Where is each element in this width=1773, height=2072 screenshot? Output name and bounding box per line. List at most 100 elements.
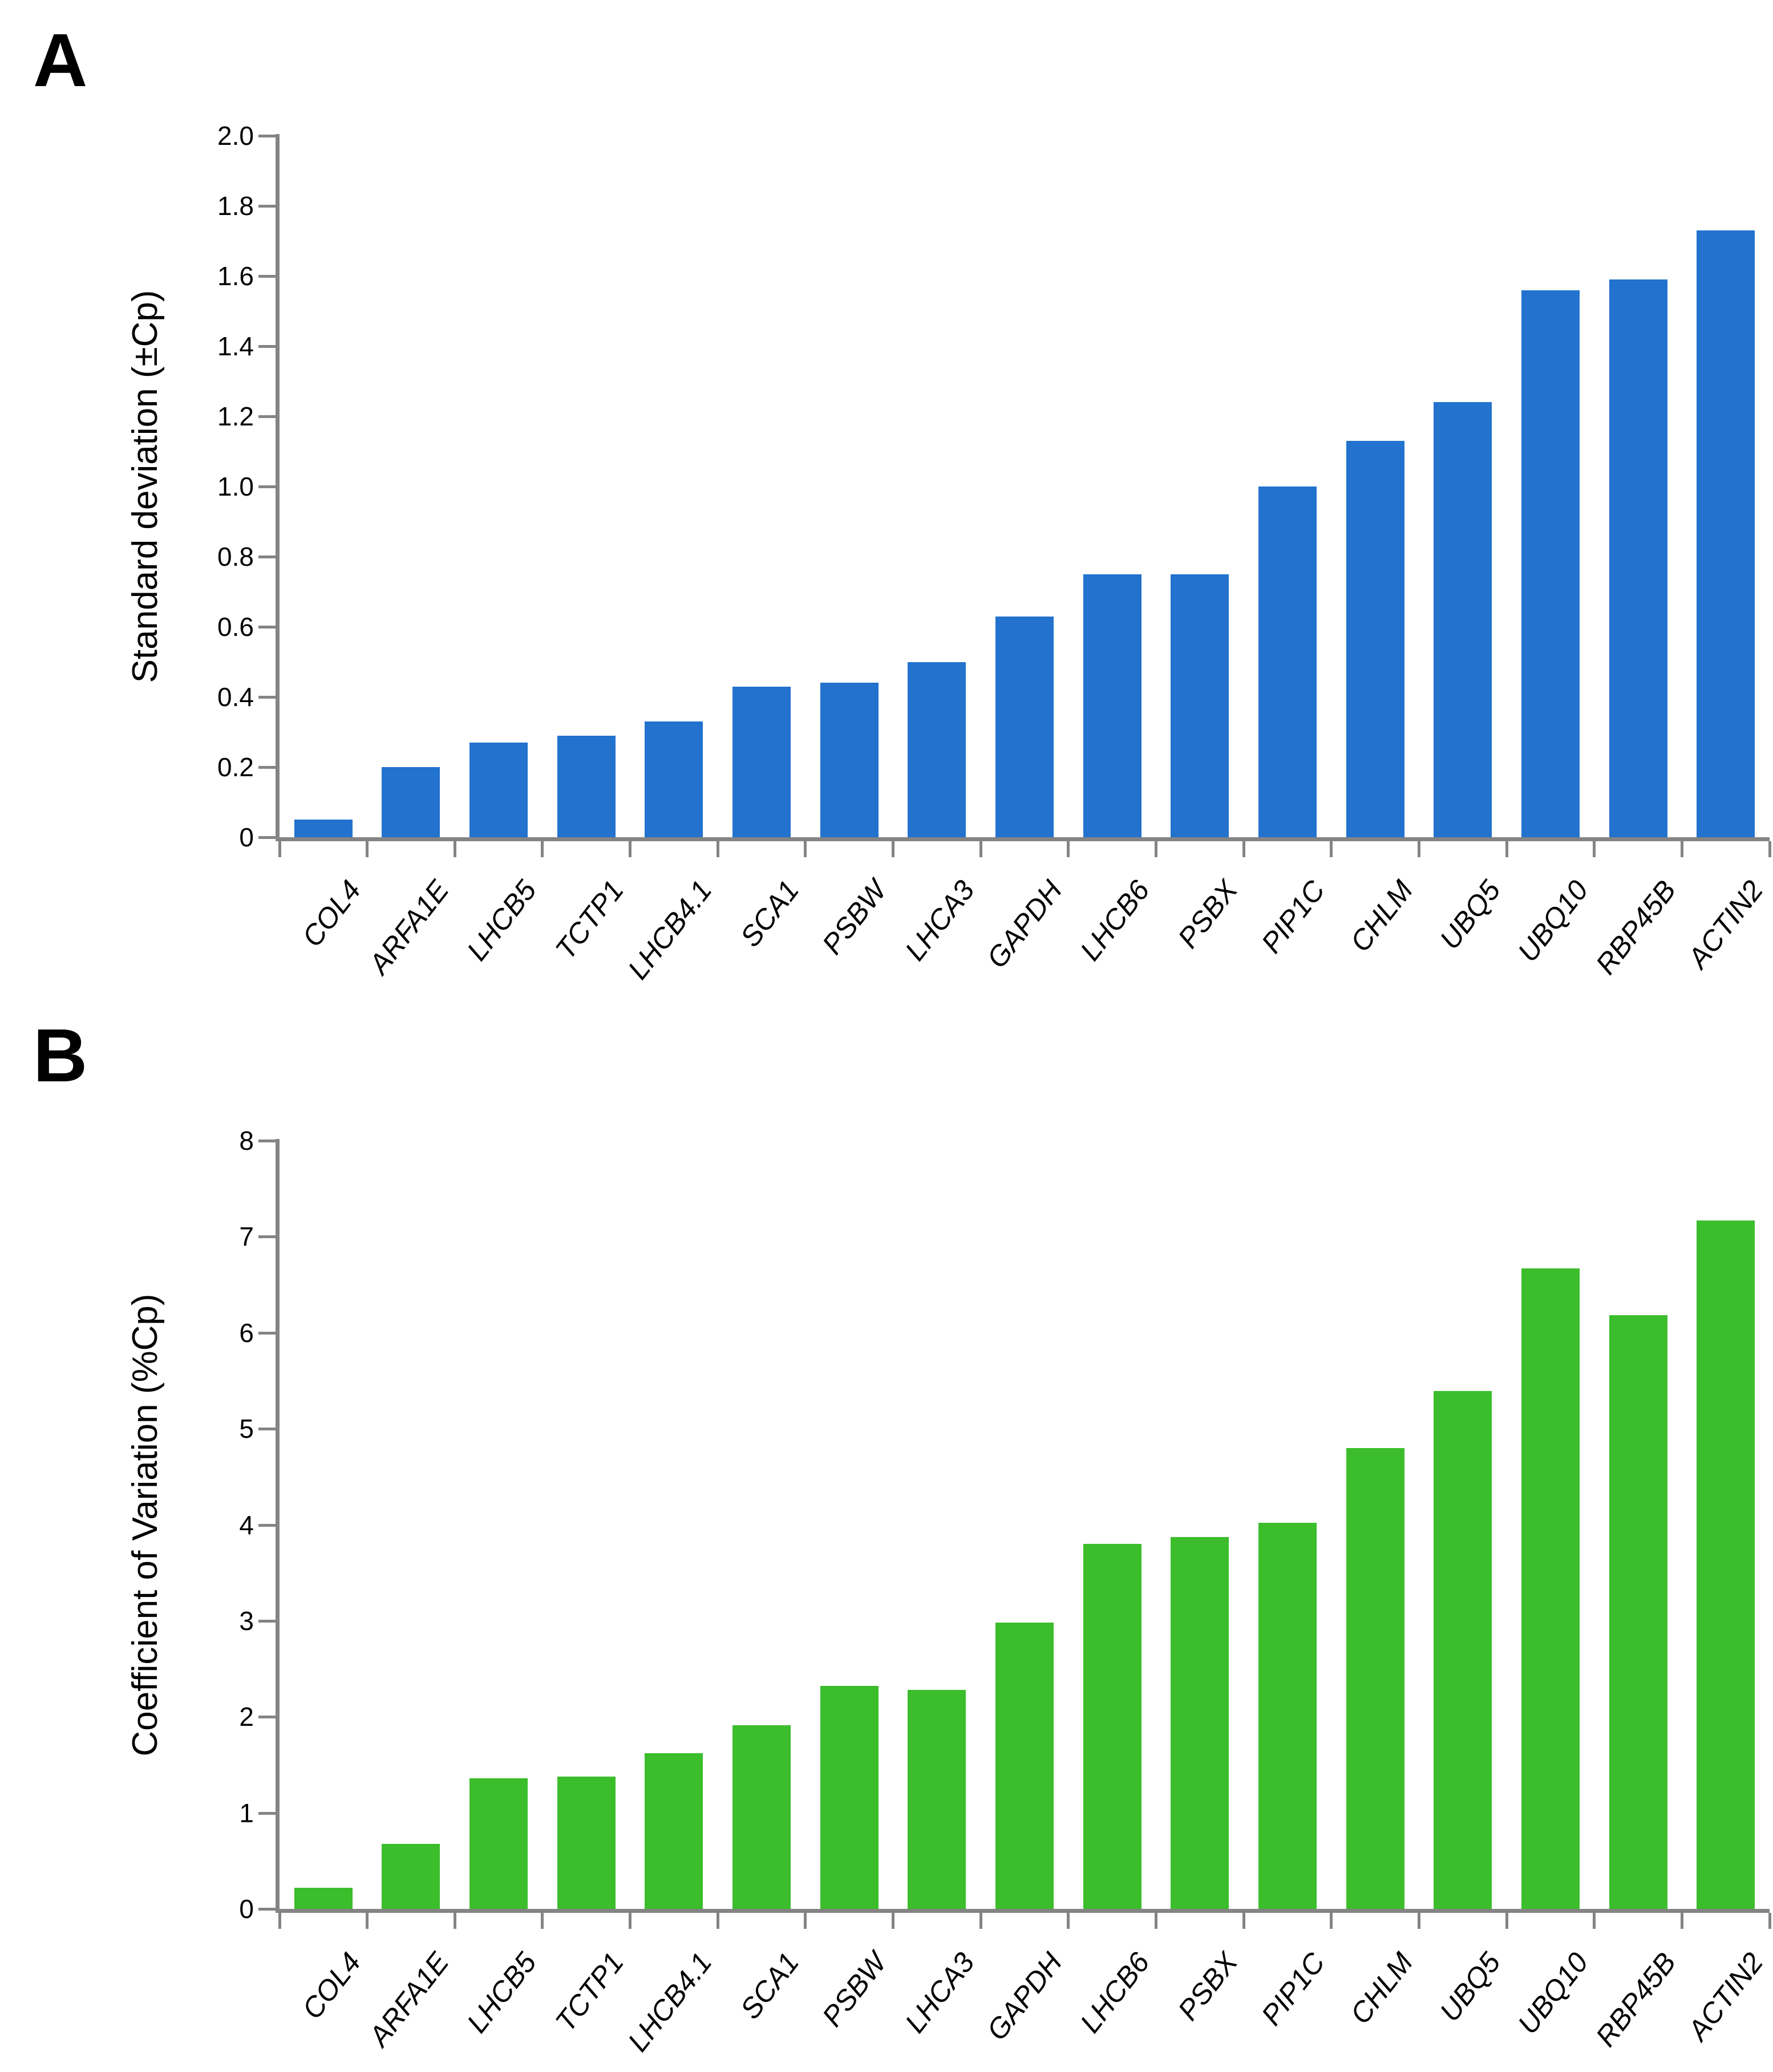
x-category-label: TCTP1	[549, 1947, 630, 2038]
y-tick-mark	[258, 1811, 276, 1815]
x-tick-mark	[892, 1913, 895, 1929]
y-tick-mark	[258, 1331, 276, 1335]
y-tick-mark	[258, 766, 276, 769]
x-tick-mark	[629, 1913, 632, 1929]
x-tick-mark	[716, 1913, 719, 1929]
bar-pip1c	[1258, 1523, 1317, 1909]
x-tick-mark	[453, 1913, 456, 1929]
x-tick-mark	[1330, 841, 1333, 857]
y-tick-label: 1.0	[217, 472, 254, 501]
x-tick-mark	[1330, 1913, 1333, 1929]
y-tick-mark	[258, 1908, 276, 1911]
y-tick-label: 4	[239, 1510, 254, 1540]
bar-actin2	[1697, 230, 1755, 837]
bar-gapdh	[995, 1623, 1054, 1909]
y-tick-mark	[258, 205, 276, 208]
y-tick-mark	[258, 135, 276, 137]
x-tick-mark	[1154, 841, 1157, 857]
y-tick-mark	[258, 836, 276, 839]
bar-col4	[294, 820, 353, 837]
y-tick-label: 0.6	[217, 612, 254, 642]
bar-pip1c	[1258, 486, 1317, 837]
x-tick-mark	[366, 1913, 369, 1929]
y-tick-mark	[258, 1716, 276, 1719]
x-tick-mark	[541, 841, 544, 857]
bar-ubq5	[1434, 402, 1492, 837]
bar-gapdh	[995, 616, 1054, 837]
x-tick-mark	[1242, 1913, 1245, 1929]
bar-psbx	[1171, 1537, 1229, 1909]
bar-arfa1e	[382, 767, 440, 837]
bar-ubq5	[1434, 1391, 1492, 1909]
x-category-label: UBQ10	[1511, 1947, 1594, 2040]
x-tick-mark	[1154, 1913, 1157, 1929]
bar-col4	[294, 1887, 353, 1909]
x-tick-mark	[1505, 1913, 1508, 1929]
x-category-label: LHCB4.1	[621, 1947, 718, 2058]
y-tick-label: 0.4	[217, 682, 254, 712]
bar-rbp45b	[1609, 1315, 1667, 1909]
y-tick-mark	[258, 626, 276, 629]
bar-actin2	[1697, 1220, 1755, 1909]
x-tick-mark	[278, 1913, 281, 1929]
x-tick-mark	[979, 1913, 982, 1929]
bar-ubq10	[1521, 290, 1580, 837]
x-tick-mark	[541, 1913, 544, 1929]
y-tick-label: 1	[239, 1798, 254, 1828]
bar-lhcb5	[469, 742, 528, 837]
panel-b-letter: B	[33, 1013, 88, 1097]
x-tick-mark	[804, 841, 807, 857]
x-tick-mark	[1505, 841, 1508, 857]
y-tick-mark	[258, 345, 276, 348]
y-tick-label: 1.4	[217, 331, 254, 361]
x-tick-mark	[1768, 841, 1771, 857]
x-tick-mark	[1593, 841, 1596, 857]
bar-lhcb5	[469, 1778, 528, 1909]
bar-tctp1	[557, 735, 616, 837]
x-tick-mark	[892, 841, 895, 857]
bar-lhca3	[908, 1690, 966, 1909]
panel-b-x-axis-line	[276, 1909, 1770, 1913]
bar-lhcb6	[1083, 574, 1141, 837]
bar-psbx	[1171, 574, 1229, 837]
y-tick-label: 5	[239, 1414, 254, 1444]
y-tick-mark	[258, 485, 276, 488]
x-tick-mark	[1417, 1913, 1420, 1929]
bar-lhcb4.1	[645, 721, 703, 837]
y-tick-mark	[258, 555, 276, 558]
y-tick-label: 6	[239, 1317, 254, 1348]
x-category-label: LHCA3	[898, 1947, 981, 2039]
y-tick-mark	[258, 1523, 276, 1527]
panel-a-y-axis-line	[276, 134, 280, 841]
y-tick-label: 1.8	[217, 191, 254, 221]
y-tick-mark	[258, 696, 276, 699]
x-category-label: UBQ5	[1434, 1947, 1507, 2028]
y-tick-label: 2	[239, 1702, 254, 1732]
y-tick-label: 3	[239, 1605, 254, 1636]
x-category-label: ARFA1E	[362, 1947, 455, 2052]
x-tick-mark	[1768, 1913, 1771, 1929]
y-tick-mark	[258, 1619, 276, 1623]
y-tick-mark	[258, 415, 276, 418]
x-tick-mark	[1242, 841, 1245, 857]
x-category-label: ACTIN2	[1682, 1947, 1770, 2046]
x-tick-mark	[1067, 841, 1070, 857]
bar-rbp45b	[1609, 279, 1667, 837]
y-tick-label: 1.2	[217, 402, 254, 431]
panel-a-x-axis-line	[276, 837, 1770, 841]
x-category-label: PIP1C	[1255, 1947, 1331, 2032]
y-tick-label: 1.6	[217, 261, 254, 291]
y-tick-label: 2.0	[217, 121, 254, 151]
x-tick-mark	[1593, 1913, 1596, 1929]
x-tick-mark	[804, 1913, 807, 1929]
x-category-label: PSBX	[1171, 1947, 1244, 2026]
y-tick-mark	[258, 275, 276, 278]
y-tick-mark	[258, 1140, 276, 1142]
y-tick-label: 0.2	[217, 752, 254, 782]
bar-sca1	[732, 686, 791, 837]
y-tick-label: 8	[239, 1126, 254, 1155]
y-tick-label: 0.8	[217, 542, 254, 571]
x-category-label: RBP45B	[1589, 1947, 1682, 2053]
